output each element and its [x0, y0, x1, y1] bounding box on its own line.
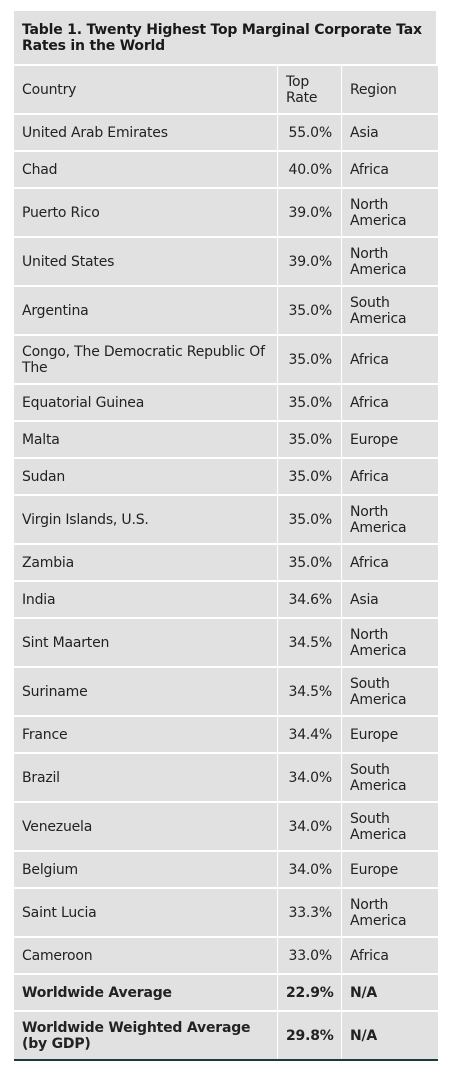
cell-country: Sudan [14, 458, 278, 496]
table-row: Sint Maarten 34.5% North America [14, 618, 438, 668]
cell-rate: 39.0% [277, 237, 342, 287]
cell-country: United States [14, 237, 278, 287]
cell-rate: 34.0% [277, 851, 342, 889]
cell-region: Europe [341, 851, 438, 889]
cell-rate: 33.0% [277, 937, 342, 975]
cell-country: India [14, 581, 278, 619]
header-row: Country Top Rate Region [14, 66, 438, 115]
table-row: Virgin Islands, U.S. 35.0% North America [14, 495, 438, 545]
table-row: Belgium 34.0% Europe [14, 851, 438, 889]
table-row: Malta 35.0% Europe [14, 421, 438, 459]
cell-country: Malta [14, 421, 278, 459]
cell-region: South America [341, 667, 438, 717]
cell-country: Venezuela [14, 802, 278, 852]
cell-region: North America [341, 618, 438, 668]
cell-rate: 33.3% [277, 888, 342, 938]
cell-rate: 34.5% [277, 618, 342, 668]
cell-country: Saint Lucia [14, 888, 278, 938]
cell-country: France [14, 716, 278, 754]
cell-country: Congo, The Democratic Republic Of The [14, 335, 278, 385]
table-row: United Arab Emirates 55.0% Asia [14, 114, 438, 152]
cell-country: Cameroon [14, 937, 278, 975]
cell-region: South America [341, 802, 438, 852]
average-row: Worldwide Average 22.9% N/A [14, 974, 438, 1012]
cell-country: Argentina [14, 286, 278, 336]
cell-rate: 29.8% [277, 1011, 342, 1061]
cell-region: Africa [341, 335, 438, 385]
cell-country: Virgin Islands, U.S. [14, 495, 278, 545]
cell-country: Puerto Rico [14, 188, 278, 238]
cell-rate: 35.0% [277, 335, 342, 385]
cell-region: Africa [341, 937, 438, 975]
cell-rate: 40.0% [277, 151, 342, 189]
table-row: Zambia 35.0% Africa [14, 544, 438, 582]
cell-rate: 22.9% [277, 974, 342, 1012]
cell-country: Equatorial Guinea [14, 384, 278, 422]
table-row: Suriname 34.5% South America [14, 667, 438, 717]
cell-region: N/A [341, 1011, 438, 1061]
cell-region: Europe [341, 421, 438, 459]
cell-region: South America [341, 753, 438, 803]
cell-country: Suriname [14, 667, 278, 717]
cell-region: Africa [341, 151, 438, 189]
cell-country: Sint Maarten [14, 618, 278, 668]
tax-rate-table: Table 1. Twenty Highest Top Marginal Cor… [14, 11, 438, 1061]
cell-region: Asia [341, 114, 438, 152]
header-region: Region [341, 66, 438, 115]
cell-rate: 34.0% [277, 802, 342, 852]
table-row: Chad 40.0% Africa [14, 151, 438, 189]
cell-rate: 39.0% [277, 188, 342, 238]
cell-region: North America [341, 495, 438, 545]
cell-rate: 35.0% [277, 286, 342, 336]
table-row: France 34.4% Europe [14, 716, 438, 754]
table-row: United States 39.0% North America [14, 237, 438, 287]
table-row: Saint Lucia 33.3% North America [14, 888, 438, 938]
table-row: Congo, The Democratic Republic Of The 35.… [14, 335, 438, 385]
header-rate: Top Rate [277, 66, 342, 115]
cell-region: N/A [341, 974, 438, 1012]
cell-region: North America [341, 888, 438, 938]
cell-region: Europe [341, 716, 438, 754]
cell-rate: 34.5% [277, 667, 342, 717]
cell-region: Africa [341, 384, 438, 422]
cell-country: Chad [14, 151, 278, 189]
cell-country: United Arab Emirates [14, 114, 278, 152]
average-row: Worldwide Weighted Average (by GDP) 29.8%… [14, 1011, 438, 1061]
cell-rate: 35.0% [277, 458, 342, 496]
cell-rate: 35.0% [277, 495, 342, 545]
cell-rate: 35.0% [277, 421, 342, 459]
cell-region: South America [341, 286, 438, 336]
cell-region: Africa [341, 458, 438, 496]
table-row: Sudan 35.0% Africa [14, 458, 438, 496]
cell-country: Belgium [14, 851, 278, 889]
table-row: Equatorial Guinea 35.0% Africa [14, 384, 438, 422]
cell-rate: 35.0% [277, 544, 342, 582]
cell-rate: 34.6% [277, 581, 342, 619]
table-row: Puerto Rico 39.0% North America [14, 188, 438, 238]
table-row: Cameroon 33.0% Africa [14, 937, 438, 975]
cell-rate: 35.0% [277, 384, 342, 422]
cell-country: Worldwide Weighted Average (by GDP) [14, 1011, 278, 1061]
data-table: Country Top Rate Region United Arab Emir… [14, 66, 438, 1061]
cell-rate: 55.0% [277, 114, 342, 152]
cell-rate: 34.4% [277, 716, 342, 754]
table-title: Table 1. Twenty Highest Top Marginal Cor… [14, 11, 436, 66]
cell-country: Worldwide Average [14, 974, 278, 1012]
table-row: India 34.6% Asia [14, 581, 438, 619]
cell-region: Asia [341, 581, 438, 619]
table-row: Argentina 35.0% South America [14, 286, 438, 336]
cell-country: Zambia [14, 544, 278, 582]
table-row: Brazil 34.0% South America [14, 753, 438, 803]
cell-country: Brazil [14, 753, 278, 803]
cell-region: Africa [341, 544, 438, 582]
cell-rate: 34.0% [277, 753, 342, 803]
table-row: Venezuela 34.0% South America [14, 802, 438, 852]
cell-region: North America [341, 237, 438, 287]
cell-region: North America [341, 188, 438, 238]
header-country: Country [14, 66, 278, 115]
